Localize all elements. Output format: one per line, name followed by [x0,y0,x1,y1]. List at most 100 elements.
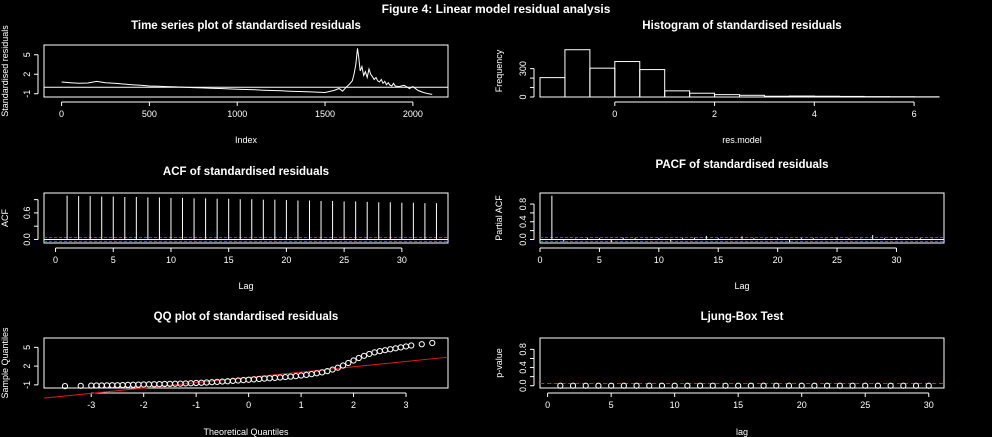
panel-pacf: PACF of standardised residuals 0 5 10 15 20 25… [494,159,945,291]
hist-bar [639,69,666,98]
ljung-point [887,382,894,389]
acf-y-axis-label: ACF [0,208,10,227]
pacf-y-axis-label: Partial ACF [494,195,504,241]
ljung-y-tick-label: 0.8 [518,343,528,356]
ts-x-axis-label: Index [235,135,258,145]
ts-y-tick-label: 2 [22,72,32,77]
pacf-x-tick-label: 10 [654,255,664,265]
qq-point [360,352,368,359]
qq-x-axis-label: Theoretical Quantiles [203,427,289,437]
panel-ljung: Ljung-Box Test 0 5 10 15 20 25 30 lag 0.0 0.4 0.8 p-… [494,311,945,437]
pacf-y-tick-label: 0.0 [518,233,528,246]
hist-x-tick-label: 6 [912,109,917,119]
pacf-x-axis-label: Lag [734,281,749,291]
ljung-x-axis-label: lag [736,427,748,437]
hist-y-axis-label: Frequency [494,49,504,92]
ts-x-tick-label: 2000 [403,109,423,119]
ljung-point [912,382,920,389]
qq-x-tick-label: -1 [192,400,200,410]
hist-x-axis-label: res.model [722,135,762,145]
ljung-x-tick-label: 20 [797,400,807,410]
qq-point [408,342,415,349]
qq-point [350,357,357,364]
ljung-point [735,382,742,389]
ljung-point [874,382,882,389]
ljung-point [658,382,666,389]
ljung-point [773,382,780,389]
ljung-point [785,382,793,389]
qq-point [429,339,436,347]
hist-y-tick-label: 300 [518,61,528,76]
pacf-x-tick-label: 15 [713,255,723,265]
ts-x-tick-label: 1000 [227,109,247,119]
qq-plot-frame [43,337,449,389]
pacf-x-tick-label: 20 [773,255,783,265]
ljung-point [569,382,577,389]
ljung-y-axis-label: p-value [494,348,504,378]
ts-y-tick-label: -1 [22,90,32,98]
acf-title: ACF of standardised residuals [163,166,329,178]
panel-ts: Time series plot of standardised residua… [0,20,449,145]
qq-x-tick-label: 0 [246,400,251,410]
panel-qq: QQ plot of standardised residuals -3 -2 -1 0… [0,311,449,437]
ljung-x-tick-label: 5 [609,400,614,410]
ljung-point [608,382,615,389]
ljung-point [557,382,564,389]
ljung-point [836,382,843,389]
qq-title: QQ plot of standardised residuals [154,311,339,323]
ljung-point [595,382,602,389]
ljung-point [747,382,754,389]
pacf-y-tick-label: 0.8 [518,198,528,211]
qq-point [339,362,347,369]
ts-x-tick-label: 500 [142,109,157,119]
hist-y-tick-label: 0 [518,94,528,99]
ljung-point [760,382,767,389]
ljung-point [633,382,640,389]
ljung-x-tick-label: 25 [860,400,870,410]
hist-x-tick-label: 2 [712,109,717,119]
ljung-x-tick-label: 10 [670,400,680,410]
qq-x-tick-label: 2 [351,400,356,410]
ts-y-tick-label: 5 [22,52,32,57]
ljung-point [862,382,869,389]
ljung-point [582,382,589,389]
hist-x-tick-label: 0 [612,109,617,119]
acf-x-tick-label: 10 [166,255,176,265]
qq-point [418,341,425,348]
qq-x-tick-label: 1 [299,400,304,410]
qq-x-tick-label: -3 [87,400,95,410]
acf-x-axis-label: Lag [238,281,253,291]
qq-point [77,382,84,389]
acf-x-tick-label: 0 [53,255,58,265]
pacf-x-tick-label: 30 [891,255,901,265]
ljung-point [709,382,716,389]
acf-x-tick-label: 15 [224,255,234,265]
ljung-y-tick-label: 0.0 [518,379,528,392]
ljung-point [811,382,818,389]
ljung-point [646,382,653,389]
figure-title: Figure 4: Linear model residual analysis [382,2,611,16]
qq-y-axis-label: Sample Quantiles [0,327,10,399]
hist-bar [763,95,790,98]
acf-x-tick-label: 25 [339,255,349,265]
acf-x-tick-label: 5 [111,255,116,265]
ts-y-axis-label: Standardised residuals [0,25,10,117]
ts-series-line [61,48,433,95]
hist-bar [788,95,815,98]
qq-y-tick-label: 2 [22,364,32,369]
qq-point [345,359,352,367]
pacf-title: PACF of standardised residuals [656,159,829,171]
panel-hist: Histogram of standardised residuals 0 2 4 6 r… [494,20,940,145]
ljung-y-tick-label: 0.4 [518,361,528,374]
hist-bar [838,95,865,98]
acf-plot-frame [43,192,449,244]
ljung-point [900,382,907,389]
ts-x-tick-label: 0 [59,109,64,119]
acf-x-tick-label: 30 [397,255,407,265]
pacf-y-tick-label: 0.4 [518,216,528,229]
qq-reference-line [43,356,449,399]
panel-acf: ACF of standardised residuals 0 5 10 15 20 25 3… [0,166,449,291]
ljung-x-tick-label: 15 [733,400,743,410]
ljung-point [824,382,831,389]
